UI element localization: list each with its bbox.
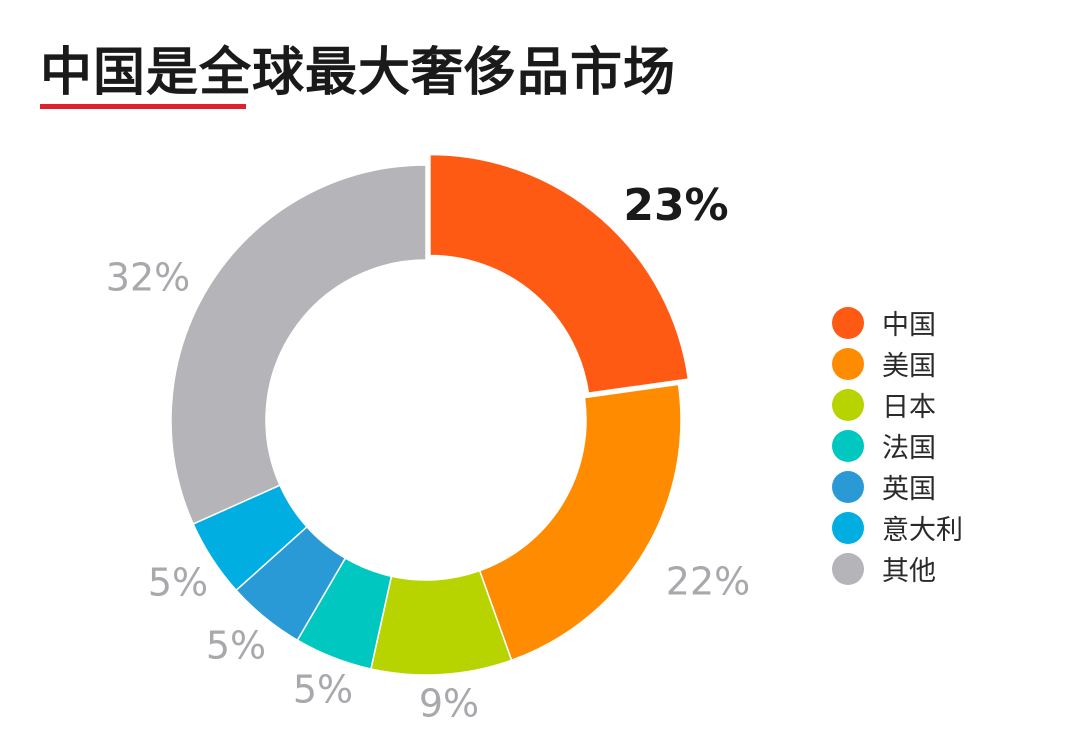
legend-item-france: 法国 [832, 425, 1032, 466]
legend-label-italy: 意大利 [882, 515, 963, 546]
legend-swatch-italy [832, 511, 864, 544]
legend-swatch-other [832, 552, 864, 585]
data-label-6: 32% [106, 256, 190, 300]
legend-label-uk: 英国 [882, 474, 936, 505]
chart-title: 中国是全球最大奢侈品市场 [40, 42, 677, 103]
legend-swatch-france [832, 429, 864, 462]
slice-6 [170, 164, 427, 525]
legend-item-china: 中国 [832, 302, 1032, 343]
legend-swatch-uk [832, 470, 864, 503]
data-label-1: 22% [666, 560, 750, 604]
data-label-5: 5% [148, 561, 208, 605]
data-label-3: 5% [293, 668, 353, 712]
legend-label-france: 法国 [882, 433, 936, 464]
legend-item-other: 其他 [832, 548, 1032, 589]
legend-label-japan: 日本 [882, 392, 936, 423]
data-label-0: 23% [623, 180, 728, 231]
legend-item-italy: 意大利 [832, 507, 1032, 548]
legend-item-usa: 美国 [832, 343, 1032, 384]
legend-item-uk: 英国 [832, 466, 1032, 507]
data-label-4: 5% [206, 624, 266, 668]
legend-item-japan: 日本 [832, 384, 1032, 425]
slice-1 [478, 383, 682, 662]
legend: 中国 美国 日本 法国 英国 意大利 其他 [832, 302, 1032, 589]
legend-swatch-japan [832, 388, 864, 421]
legend-label-china: 中国 [882, 310, 936, 341]
legend-swatch-china [832, 306, 864, 339]
data-label-2: 9% [419, 682, 479, 726]
slice-0 [429, 153, 690, 394]
legend-label-other: 其他 [882, 556, 936, 587]
legend-swatch-usa [832, 347, 864, 380]
legend-label-usa: 美国 [882, 351, 936, 382]
title-underline [40, 104, 246, 109]
